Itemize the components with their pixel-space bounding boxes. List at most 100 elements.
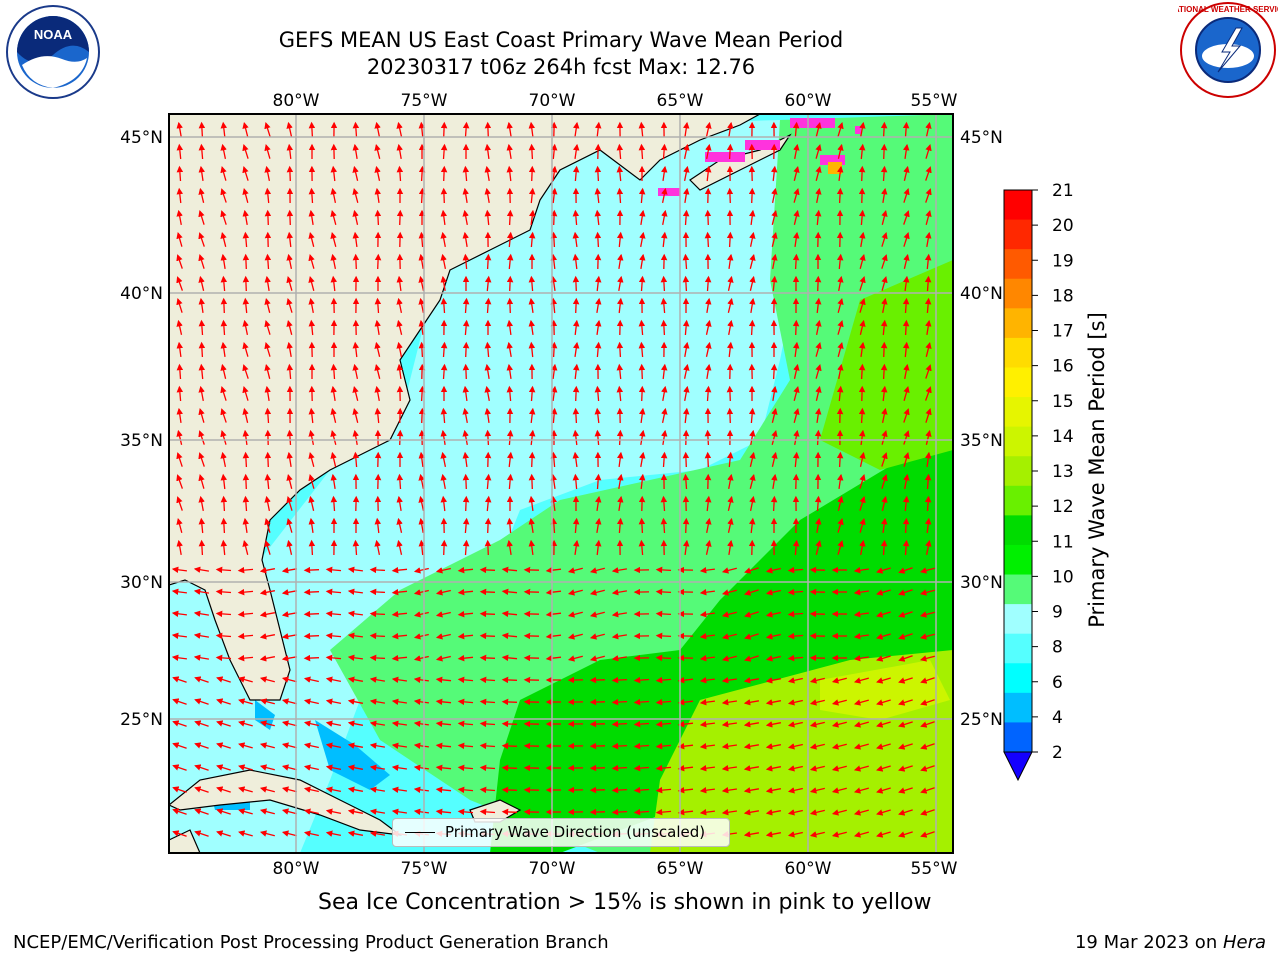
- wave-arrow: [281, 742, 297, 749]
- wave-arrow: [787, 721, 803, 728]
- wave-arrow: [418, 407, 426, 424]
- wave-arrow: [748, 517, 756, 534]
- wave-arrow: [369, 654, 386, 662]
- wave-arrow: [264, 187, 272, 204]
- wave-arrow: [770, 275, 778, 292]
- wave-arrow: [836, 451, 844, 468]
- wave-arrow: [303, 808, 319, 815]
- wave-arrow: [594, 209, 602, 226]
- wave-arrow: [809, 831, 825, 838]
- wave-arrow: [501, 610, 518, 618]
- wave-arrow: [853, 743, 869, 750]
- wave-arrow: [330, 363, 338, 380]
- wave-arrow: [501, 720, 518, 728]
- wave-arrow: [572, 231, 579, 247]
- wave-arrow: [903, 143, 910, 159]
- svg-text:NOAA: NOAA: [34, 27, 73, 42]
- wave-arrow: [506, 231, 514, 248]
- wave-arrow: [374, 385, 381, 402]
- wave-arrow: [303, 588, 320, 596]
- wave-arrow: [457, 632, 474, 640]
- wave-arrow: [837, 363, 844, 380]
- wave-arrow: [506, 319, 513, 335]
- wave-arrow: [198, 363, 206, 380]
- wave-arrow: [413, 589, 429, 596]
- wave-arrow: [281, 676, 297, 683]
- wave-arrow: [303, 676, 319, 683]
- wave-arrow: [611, 655, 628, 662]
- wave-arrow: [374, 517, 382, 534]
- wave-arrow: [440, 231, 447, 248]
- wave-arrow: [325, 588, 342, 596]
- wave-arrow: [837, 320, 844, 335]
- wave-arrow: [457, 808, 474, 816]
- wave-arrow: [792, 253, 800, 270]
- wave-arrow: [220, 121, 228, 138]
- wave-arrow: [815, 144, 822, 159]
- wave-arrow: [506, 209, 514, 226]
- wave-arrow: [859, 253, 866, 269]
- wave-arrow: [815, 121, 822, 137]
- wave-arrow: [286, 209, 294, 226]
- wave-arrow: [853, 699, 869, 706]
- wave-arrow: [903, 188, 910, 203]
- wave-arrow: [683, 539, 690, 555]
- wave-arrow: [925, 166, 932, 181]
- wave-arrow: [330, 253, 337, 270]
- wave-arrow: [418, 385, 426, 402]
- wave-arrow: [765, 721, 782, 728]
- wave-arrow: [744, 611, 759, 618]
- wave-arrow: [484, 121, 492, 138]
- wave-arrow: [744, 589, 759, 596]
- wave-arrow: [220, 166, 227, 181]
- wave-arrow: [176, 298, 183, 313]
- lat-label-left: 30°N: [120, 573, 163, 593]
- wave-arrow: [765, 743, 782, 750]
- wave-arrow: [550, 253, 558, 269]
- wave-arrow: [216, 720, 231, 727]
- wave-arrow: [396, 319, 403, 335]
- wave-arrow: [418, 473, 425, 490]
- wave-arrow: [484, 143, 491, 159]
- wave-arrow: [573, 121, 580, 137]
- lon-label-bottom: 60°W: [785, 859, 832, 879]
- wave-arrow: [198, 187, 205, 203]
- wave-arrow: [374, 539, 381, 556]
- wave-arrow: [198, 452, 205, 467]
- wave-arrow: [727, 319, 734, 336]
- wave-arrow: [501, 588, 518, 596]
- wave-arrow: [920, 743, 935, 750]
- wave-arrow: [286, 143, 294, 159]
- wave-arrow: [550, 209, 558, 226]
- wave-arrow: [506, 429, 514, 446]
- wave-arrow: [743, 721, 760, 728]
- wave-arrow: [793, 429, 800, 446]
- colorbar-segment: [1004, 456, 1032, 487]
- wave-arrow: [545, 566, 562, 574]
- wave-arrow: [660, 297, 668, 314]
- wave-arrow: [721, 655, 737, 662]
- wave-arrow: [550, 473, 557, 489]
- wave-arrow: [281, 808, 297, 815]
- wave-arrow: [457, 654, 474, 662]
- wave-arrow: [308, 231, 315, 247]
- wave-arrow: [413, 655, 429, 662]
- wave-arrow: [194, 742, 209, 749]
- wave-arrow: [418, 187, 426, 204]
- wave-arrow: [220, 473, 228, 490]
- wave-arrow: [369, 808, 386, 815]
- wave-arrow: [484, 209, 492, 226]
- wave-arrow: [837, 122, 844, 137]
- wave-arrow: [726, 143, 734, 160]
- wave-arrow: [374, 165, 381, 181]
- wave-arrow: [853, 765, 869, 772]
- wave-arrow: [705, 121, 712, 137]
- wave-arrow: [572, 429, 580, 446]
- wave-arrow: [880, 363, 888, 380]
- wave-arrow: [837, 540, 844, 555]
- wave-arrow: [859, 451, 866, 467]
- colorbar-tick-label: 2: [1052, 743, 1063, 763]
- wave-arrow: [479, 720, 496, 728]
- wave-arrow: [616, 429, 624, 446]
- wave-arrow: [594, 341, 602, 358]
